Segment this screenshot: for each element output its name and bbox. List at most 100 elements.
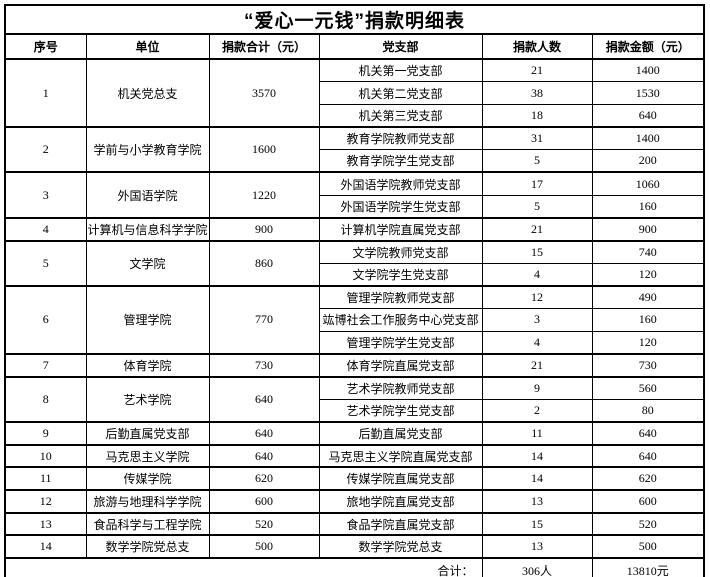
table-row: 外国语学院学生党支部 5 160	[5, 194, 705, 219]
amount-cell: 80	[591, 398, 705, 423]
unit-cell: 体育学院	[85, 352, 210, 378]
amount-cell: 600	[591, 489, 705, 514]
total-cell: 520	[208, 511, 320, 536]
unit-cell: 计算机与信息科学学院	[85, 216, 210, 241]
amount-cell: 1530	[591, 81, 705, 105]
table-row: 文学院学生党支部 4 120	[5, 262, 705, 287]
amount-cell: 160	[591, 194, 705, 219]
table-row: 竑博社会工作服务中心党支部 3 160	[5, 308, 705, 332]
serial-cell: 12	[4, 489, 87, 514]
branch-cell: 传媒学院直属党支部	[318, 466, 483, 491]
total-label: 合计：	[4, 557, 483, 577]
table-row: 3 外国语学院 1220 外国语学院教师党支部 17 1060	[4, 171, 705, 219]
unit-cell: 机关党总支	[85, 57, 210, 128]
total-amount: 13810元	[591, 557, 705, 577]
branch-cell: 教育学院教师党支部	[318, 126, 483, 151]
total-row: 合计： 306人 13810元	[4, 557, 705, 577]
branch-cell: 文学院教师党支部	[318, 239, 483, 264]
table-row: 14 数学学院党总支 500 数学学院党总支 13 500	[4, 534, 705, 559]
header-amount: 捐款金额（元）	[591, 33, 705, 60]
donors-cell: 11	[481, 421, 593, 446]
unit-cell: 学前与小学教育学院	[85, 126, 210, 173]
serial-cell: 1	[4, 57, 87, 128]
branch-cell: 食品学院直属党支部	[318, 511, 483, 536]
branch-cell: 计算机学院直属党支部	[318, 216, 483, 241]
donors-cell: 31	[481, 126, 593, 151]
table-row: 12 旅游与地理科学学院 600 旅地学院直属党支部 13 600	[4, 489, 705, 514]
branch-cell: 机关第一党支部	[318, 58, 483, 83]
donors-cell: 3	[481, 308, 593, 332]
branch-cell: 旅地学院直属党支部	[318, 489, 483, 514]
amount-cell: 640	[591, 103, 705, 128]
serial-cell: 3	[4, 171, 87, 219]
serial-cell: 11	[4, 466, 87, 491]
donation-table: “爱心一元钱”捐款明细表 序号 单位 捐款合计（元） 党支部 捐款人数 捐款金额…	[4, 4, 706, 577]
serial-cell: 13	[4, 511, 87, 536]
header-row: 序号 单位 捐款合计（元） 党支部 捐款人数 捐款金额（元）	[4, 33, 705, 60]
total-cell: 3570	[208, 57, 320, 128]
donors-cell: 13	[481, 534, 593, 559]
amount-cell: 640	[591, 421, 705, 446]
donors-cell: 15	[481, 511, 593, 536]
table-row: 11 传媒学院 620 传媒学院直属党支部 14 620	[4, 466, 705, 491]
donors-cell: 4	[481, 330, 593, 355]
serial-cell: 8	[4, 375, 87, 423]
header-donors: 捐款人数	[481, 33, 593, 60]
branch-cell: 外国语学院教师党支部	[318, 171, 483, 196]
table-title: “爱心一元钱”捐款明细表	[4, 4, 705, 35]
branch-cell: 后勤直属党支部	[318, 421, 483, 446]
total-cell: 500	[208, 534, 320, 559]
amount-cell: 730	[591, 352, 705, 378]
serial-cell: 6	[4, 284, 87, 355]
branch-cell: 文学院学生党支部	[318, 262, 483, 287]
amount-cell: 200	[591, 149, 705, 173]
amount-cell: 620	[591, 466, 705, 491]
total-cell: 640	[208, 443, 320, 468]
total-cell: 640	[208, 375, 320, 423]
donors-cell: 21	[481, 216, 593, 241]
amount-cell: 490	[591, 284, 705, 310]
header-branch: 党支部	[318, 33, 483, 60]
serial-cell: 2	[4, 126, 87, 173]
donors-cell: 15	[481, 239, 593, 264]
branch-cell: 数学学院党总支	[318, 534, 483, 559]
branch-cell: 艺术学院教师党支部	[318, 375, 483, 400]
branch-cell: 管理学院教师党支部	[318, 284, 483, 310]
amount-cell: 500	[591, 534, 705, 559]
table-row: 2 学前与小学教育学院 1600 教育学院教师党支部 31 1400	[4, 126, 705, 173]
branch-cell: 机关第三党支部	[318, 103, 483, 128]
amount-cell: 120	[591, 262, 705, 287]
unit-cell: 马克思主义学院	[85, 443, 210, 468]
unit-cell: 艺术学院	[85, 375, 210, 423]
header-total: 捐款合计（元）	[208, 33, 320, 60]
unit-cell: 食品科学与工程学院	[85, 511, 210, 536]
donors-cell: 13	[481, 489, 593, 514]
total-cell: 600	[208, 489, 320, 514]
serial-cell: 4	[4, 216, 87, 241]
amount-cell: 740	[591, 239, 705, 264]
unit-cell: 后勤直属党支部	[85, 421, 210, 446]
unit-cell: 管理学院	[85, 284, 210, 355]
donors-cell: 21	[481, 58, 593, 83]
branch-cell: 马克思主义学院直属党支部	[318, 443, 483, 468]
donors-cell: 38	[481, 81, 593, 105]
branch-cell: 艺术学院学生党支部	[318, 398, 483, 423]
table-row: 4 计算机与信息科学学院 900 计算机学院直属党支部 21 900	[4, 216, 705, 241]
amount-cell: 560	[591, 375, 705, 400]
amount-cell: 120	[591, 330, 705, 355]
branch-cell: 管理学院学生党支部	[318, 330, 483, 355]
table-row: 7 体育学院 730 体育学院直属党支部 21 730	[4, 352, 705, 378]
amount-cell: 640	[591, 443, 705, 468]
header-unit: 单位	[85, 33, 210, 60]
table-row: 10 马克思主义学院 640 马克思主义学院直属党支部 14 640	[4, 443, 705, 468]
table-row: 6 管理学院 770 管理学院教师党支部 12 490	[4, 284, 705, 355]
total-cell: 860	[208, 239, 320, 287]
amount-cell: 900	[591, 216, 705, 241]
total-cell: 620	[208, 466, 320, 491]
total-cell: 1220	[208, 171, 320, 219]
title-row: “爱心一元钱”捐款明细表	[4, 4, 705, 35]
total-donors: 306人	[481, 557, 593, 577]
donors-cell: 2	[481, 398, 593, 423]
branch-cell: 竑博社会工作服务中心党支部	[318, 308, 483, 332]
